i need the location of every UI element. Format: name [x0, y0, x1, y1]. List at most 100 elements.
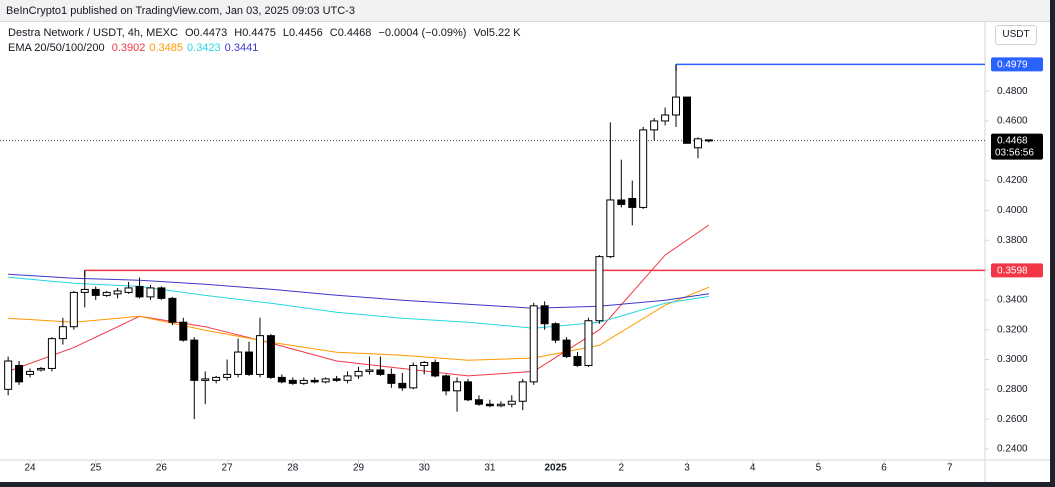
x-tick-label: 26 [156, 463, 168, 474]
x-tick-label: 27 [222, 463, 234, 474]
candle-body [584, 320, 593, 366]
x-tick-label: 5 [816, 463, 822, 474]
ema-value: 0.3441 [224, 42, 259, 54]
x-tick-label: 6 [881, 463, 887, 474]
x-tick-label: 2025 [544, 463, 567, 474]
x-tick-label: 29 [353, 463, 365, 474]
candle-body [124, 287, 133, 293]
countdown: 03:56:56 [995, 147, 1034, 158]
ohlc-open: O0.4473 [185, 27, 228, 39]
x-tick-label: 28 [287, 463, 299, 474]
candle-body [277, 376, 286, 383]
y-tick-label: 0.3400 [997, 295, 1028, 306]
candle-body [15, 364, 24, 383]
publisher: BeInCrypto1 published on TradingView.com… [6, 5, 355, 17]
x-tick-label: 2 [619, 463, 625, 474]
ema-line [8, 276, 709, 329]
candle-body [573, 356, 582, 366]
candle-body [518, 381, 527, 402]
candle-body [507, 400, 516, 405]
candle-body [431, 361, 440, 377]
y-tick-label: 0.3000 [997, 354, 1028, 365]
y-tick-label: 0.3200 [997, 324, 1028, 335]
candle-body [146, 287, 155, 298]
candle-body [661, 114, 670, 122]
y-tick-label: 0.3800 [997, 235, 1028, 246]
candle-body [704, 139, 713, 142]
candle-body [244, 351, 253, 375]
candle-body [595, 256, 604, 322]
ema-legend: EMA 20/50/100/200 0.3902 0.3485 0.3423 0.34… [8, 42, 262, 54]
candle-body [540, 305, 549, 325]
ema-value: 0.3902 [111, 42, 146, 54]
y-tick-label: 0.2800 [997, 384, 1028, 395]
candle-body [442, 375, 451, 392]
ohlc-high: H0.4475 [234, 27, 276, 39]
candle-body [693, 138, 702, 149]
candle-body [157, 287, 166, 299]
candle-body [36, 367, 45, 371]
symbol-line: Destra Network / USDT, 4h, MEXC O0.4473 … [8, 27, 525, 39]
candle-body [354, 370, 363, 377]
candle-body [485, 403, 494, 407]
candle-body [69, 291, 78, 328]
candle-body [606, 199, 615, 258]
x-tick-label: 3 [684, 463, 690, 474]
ohlc-close: C0.4468 [329, 27, 372, 39]
candle-body [4, 360, 13, 390]
candle-body [135, 285, 144, 298]
y-tick-label: 0.2400 [997, 444, 1028, 455]
candle-body [474, 399, 483, 405]
candle-body [376, 369, 385, 375]
candle-body [299, 379, 308, 384]
candle-body [464, 381, 473, 401]
candle-body [179, 321, 188, 341]
candle-body [266, 335, 275, 378]
candle-body [387, 373, 396, 384]
candle-body [190, 339, 199, 381]
last-price-box [991, 133, 1043, 160]
publisher-bar: BeInCrypto1 published on TradingView.com… [0, 0, 1050, 22]
change: −0.0004 (−0.09%) [378, 27, 467, 39]
candle-body [212, 376, 221, 381]
candle-body [168, 297, 177, 323]
x-tick-label: 30 [419, 463, 431, 474]
candle-body [47, 338, 56, 369]
candle-body [496, 403, 505, 407]
candle-body [453, 381, 462, 392]
x-tick-label: 25 [90, 463, 102, 474]
candle-body [255, 335, 264, 375]
candle-body [102, 291, 111, 296]
candle-body [343, 375, 352, 381]
candle-body [80, 288, 89, 293]
y-tick-label: 0.4800 [997, 86, 1028, 97]
currency-button[interactable]: USDT [995, 25, 1037, 45]
ema-line [8, 273, 709, 309]
level-label-box [991, 57, 1043, 72]
candle-body [201, 378, 210, 381]
candle-body [562, 339, 571, 358]
candle-body [310, 379, 319, 383]
candle-body [551, 323, 560, 341]
candle-body [321, 378, 330, 383]
y-tick-label: 0.2600 [997, 414, 1028, 425]
candle-body [628, 197, 637, 208]
candle-body [617, 199, 626, 205]
candle-body [288, 379, 297, 384]
ema-title: EMA 20/50/100/200 [8, 42, 105, 54]
x-tick-label: 7 [947, 463, 953, 474]
ema-line [8, 286, 710, 361]
x-tick-label: 4 [750, 463, 756, 474]
y-tick-label: 0.4000 [997, 205, 1028, 216]
candle-body [420, 361, 429, 366]
ema-value: 0.3423 [187, 42, 221, 54]
ohlc-low: L0.4456 [282, 27, 323, 39]
ema-value: 0.3485 [149, 42, 184, 54]
volume: Vol5.22 K [473, 27, 521, 39]
candle-body [398, 382, 407, 389]
level-label: 0.4979 [997, 60, 1028, 71]
x-tick-label: 24 [24, 463, 36, 474]
